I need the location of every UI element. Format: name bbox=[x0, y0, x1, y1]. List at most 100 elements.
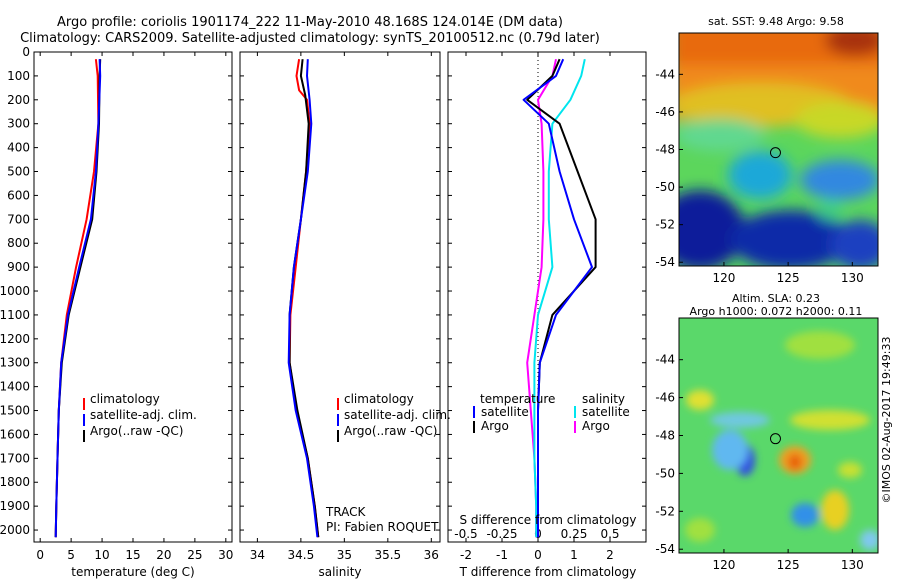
depth-tick-label: 1000 bbox=[0, 284, 30, 298]
legend-sal-argo: Argo bbox=[582, 419, 610, 433]
depth-tick-label: 400 bbox=[7, 141, 30, 155]
salinity-satellite-line bbox=[287, 59, 319, 538]
salinity-diff-satellite-line bbox=[533, 58, 586, 538]
t-difference-xlabel: T difference from climatology bbox=[459, 565, 637, 579]
sla-field bbox=[685, 331, 878, 550]
map-y-tick-label: -44 bbox=[655, 353, 675, 367]
x-tick-label: 35 bbox=[337, 548, 352, 562]
difference-depth-ticks bbox=[448, 51, 646, 531]
sla-map bbox=[679, 318, 878, 553]
x-tick-label: 1 bbox=[570, 548, 578, 562]
legend-argo: Argo(..raw -QC) bbox=[90, 424, 183, 438]
x-tick-label: -2 bbox=[460, 548, 472, 562]
depth-tick-label: 1200 bbox=[0, 332, 30, 346]
x-tick-label: 10 bbox=[94, 548, 109, 562]
s-difference-label: S difference from climatology bbox=[460, 513, 637, 527]
difference-axes bbox=[447, 51, 647, 543]
depth-tick-label: 1300 bbox=[0, 356, 30, 370]
map-y-tick-label: -46 bbox=[655, 391, 675, 405]
legend-temp-argo: Argo bbox=[481, 419, 509, 433]
x-tick-label: 34.5 bbox=[288, 548, 315, 562]
salinity-depth-ticks bbox=[240, 51, 440, 531]
legend-temp-satellite: satellite bbox=[481, 405, 529, 419]
legend-sal-satellite: satellite bbox=[582, 405, 630, 419]
track-annotation: TRACK bbox=[325, 505, 367, 519]
map-x-tick-label: 120 bbox=[712, 558, 735, 572]
map-y-tick-label: -52 bbox=[655, 504, 675, 518]
temperature-legend: climatology satellite-adj. clim. Argo(..… bbox=[83, 392, 197, 442]
x-tick-label: 15 bbox=[125, 548, 140, 562]
imos-credit: ©IMOS 02-Aug-2017 19:49:33 bbox=[880, 337, 893, 504]
map-y-tick-label: -54 bbox=[655, 255, 675, 269]
legend-satellite: satellite-adj. clim. bbox=[90, 408, 197, 422]
s-tick-label: 0.25 bbox=[561, 527, 588, 541]
depth-tick-label: 1400 bbox=[0, 380, 30, 394]
pi-annotation: PI: Fabien ROQUET bbox=[326, 520, 439, 534]
temperature-xlabel: temperature (deg C) bbox=[71, 565, 194, 579]
salinity-legend: climatology satellite-adj. clim. Argo(..… bbox=[337, 392, 451, 442]
x-tick-label: 20 bbox=[156, 548, 171, 562]
map-y-tick-label: -46 bbox=[655, 105, 675, 119]
salinity-xlabel: salinity bbox=[318, 565, 361, 579]
x-tick-label: -1 bbox=[496, 548, 508, 562]
depth-tick-label: 300 bbox=[7, 117, 30, 131]
title-line-1: Argo profile: coriolis 1901174_222 11-Ma… bbox=[57, 15, 563, 30]
sst-map-title: sat. SST: 9.48 Argo: 9.58 bbox=[708, 15, 844, 28]
depth-tick-label: 100 bbox=[7, 69, 30, 83]
map-y-tick-label: -50 bbox=[655, 180, 675, 194]
legend-satellite: satellite-adj. clim. bbox=[344, 408, 451, 422]
temperature-diff-satellite-line bbox=[522, 58, 593, 538]
depth-tick-label: 800 bbox=[7, 236, 30, 250]
depth-tick-label: 1900 bbox=[0, 499, 30, 513]
temperature-series bbox=[54, 59, 102, 538]
sst-field bbox=[679, 33, 878, 266]
s-tick-label: -0.5 bbox=[454, 527, 477, 541]
depth-tick-label: 700 bbox=[7, 212, 30, 226]
depth-tick-label: 200 bbox=[7, 93, 30, 107]
title-line-2: Climatology: CARS2009. Satellite-adjuste… bbox=[20, 31, 600, 46]
x-tick-label: 0 bbox=[36, 548, 44, 562]
depth-tick-label: 2000 bbox=[0, 523, 30, 537]
argo-location-marker bbox=[769, 433, 781, 445]
temperature-climatology-line bbox=[54, 59, 100, 538]
difference-x-ticks: -2 -1 0 1 2 bbox=[460, 52, 614, 562]
depth-tick-label: 500 bbox=[7, 165, 30, 179]
depth-tick-label: 900 bbox=[7, 260, 30, 274]
salinity-argo-line bbox=[288, 59, 320, 538]
x-tick-label: 35.5 bbox=[374, 548, 401, 562]
argo-location-marker bbox=[769, 147, 781, 159]
depth-tick-label: 1100 bbox=[0, 308, 30, 322]
x-tick-label: 25 bbox=[187, 548, 202, 562]
depth-tick-label: 1700 bbox=[0, 451, 30, 465]
depth-tick-label: 0 bbox=[22, 45, 30, 59]
depth-tick-label: 1500 bbox=[0, 404, 30, 418]
difference-legend: temperature satellite Argo salinity sate… bbox=[473, 392, 630, 433]
depth-tick-label: 1600 bbox=[0, 427, 30, 441]
difference-panel: -2 -1 0 1 2 -0.5 -0.25 0 0.25 0.5 temperature sa… bbox=[447, 51, 647, 579]
x-tick-label: 2 bbox=[606, 548, 614, 562]
temperature-axes bbox=[33, 51, 233, 543]
sst-map bbox=[679, 33, 878, 266]
sla-map-title-2: Argo h1000: 0.072 h2000: 0.11 bbox=[690, 305, 863, 318]
map-y-tick-label: -44 bbox=[655, 67, 675, 81]
x-tick-label: 34 bbox=[250, 548, 265, 562]
depth-tick-label: 1800 bbox=[0, 475, 30, 489]
map-x-tick-label: 120 bbox=[712, 271, 735, 285]
temperature-satellite-line bbox=[54, 59, 102, 538]
legend-temperature: temperature bbox=[480, 392, 555, 406]
map-x-tick-label: 125 bbox=[777, 558, 800, 572]
map-y-tick-label: -52 bbox=[655, 218, 675, 232]
temperature-panel: 0100200300400500600700800900100011001200… bbox=[0, 45, 233, 579]
map-x-tick-label: 130 bbox=[841, 558, 864, 572]
s-tick-label: 0.5 bbox=[600, 527, 619, 541]
map-y-tick-label: -54 bbox=[655, 542, 675, 556]
map-x-tick-label: 130 bbox=[841, 271, 864, 285]
salinity-panel: 34 34.5 35 35.5 36 climatology satellite-adj… bbox=[239, 51, 451, 579]
salinity-axes bbox=[239, 51, 441, 543]
temperature-x-ticks: 0 5 10 15 20 25 30 bbox=[36, 52, 233, 562]
legend-salinity: salinity bbox=[582, 392, 625, 406]
map-y-tick-label: -48 bbox=[655, 143, 675, 157]
legend-argo: Argo(..raw -QC) bbox=[344, 424, 437, 438]
salinity-series bbox=[287, 59, 320, 538]
